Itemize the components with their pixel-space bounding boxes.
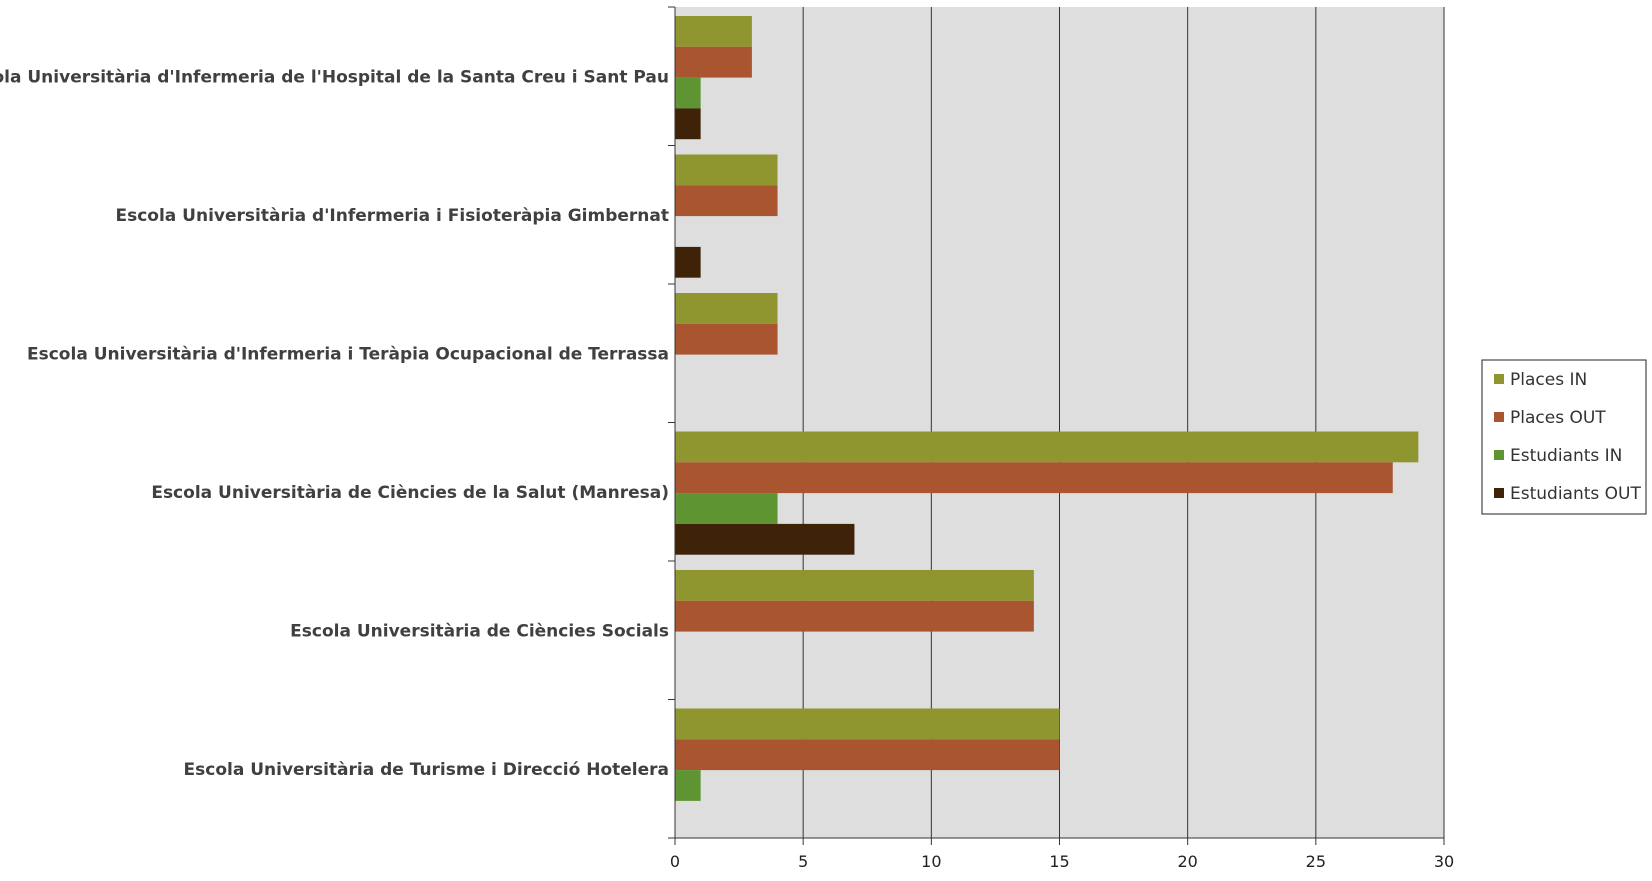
bar-places-out-3 xyxy=(675,462,1393,494)
bar-estudiants-out-1 xyxy=(675,246,701,278)
legend-label: Places IN xyxy=(1510,370,1587,390)
gridlines xyxy=(802,7,1445,838)
x-tick-label: 5 xyxy=(798,852,808,871)
bar-places-in-2 xyxy=(675,293,778,324)
bar-places-in-4 xyxy=(675,570,1034,601)
legend-swatch xyxy=(1494,450,1504,460)
legend-box xyxy=(1481,359,1647,515)
bar-places-in-0 xyxy=(675,16,752,47)
bar-places-in-1 xyxy=(675,154,778,186)
bar-places-out-1 xyxy=(675,185,778,217)
bar-estudiants-out-3 xyxy=(675,523,855,555)
legend-swatch xyxy=(1494,412,1504,422)
category-label: Escola Universitària de Ciències Socials xyxy=(290,621,669,641)
legend-label: Places OUT xyxy=(1510,408,1606,428)
bar-places-in-3 xyxy=(675,431,1419,463)
bar-places-in-5 xyxy=(675,708,1060,740)
bar-estudiants-in-0 xyxy=(675,77,701,109)
category-label: Escola Universitària de Ciències de la S… xyxy=(151,483,669,503)
bar-estudiants-in-3 xyxy=(675,493,778,524)
category-labels: Escola Universitària d'Infermeria de l'H… xyxy=(0,67,669,780)
x-tick-labels: 0 5 10 15 20 25 30 xyxy=(668,6,1454,871)
bar-places-out-2 xyxy=(675,323,778,355)
legend-swatch xyxy=(1494,488,1504,498)
x-tick-label: 10 xyxy=(921,852,941,871)
x-tick-label: 30 xyxy=(1434,852,1454,871)
x-tick-label: 25 xyxy=(1306,852,1326,871)
category-label: Escola Universitària d'Infermeria i Terà… xyxy=(27,344,669,364)
legend-swatch xyxy=(1494,374,1504,384)
category-label: Escola Universitària d'Infermeria de l'H… xyxy=(0,67,669,87)
x-tick-label: 20 xyxy=(1177,852,1197,871)
bars xyxy=(675,16,1419,801)
x-tick-label: 15 xyxy=(1049,852,1069,871)
x-tick-label: 0 xyxy=(670,852,680,871)
bar-estudiants-out-0 xyxy=(675,108,701,140)
bar-estudiants-in-5 xyxy=(675,770,701,801)
legend: Places IN Places OUT Estudiants IN Estudian… xyxy=(1481,359,1647,515)
bar-places-out-4 xyxy=(675,600,1034,632)
bar-places-out-5 xyxy=(675,739,1060,771)
category-label: Escola Universitària de Turisme i Direcc… xyxy=(184,760,669,780)
legend-label: Estudiants OUT xyxy=(1510,484,1641,504)
legend-label: Estudiants IN xyxy=(1510,446,1622,466)
category-label: Escola Universitària d'Infermeria i Fisi… xyxy=(115,206,669,226)
bar-places-out-0 xyxy=(675,46,752,78)
